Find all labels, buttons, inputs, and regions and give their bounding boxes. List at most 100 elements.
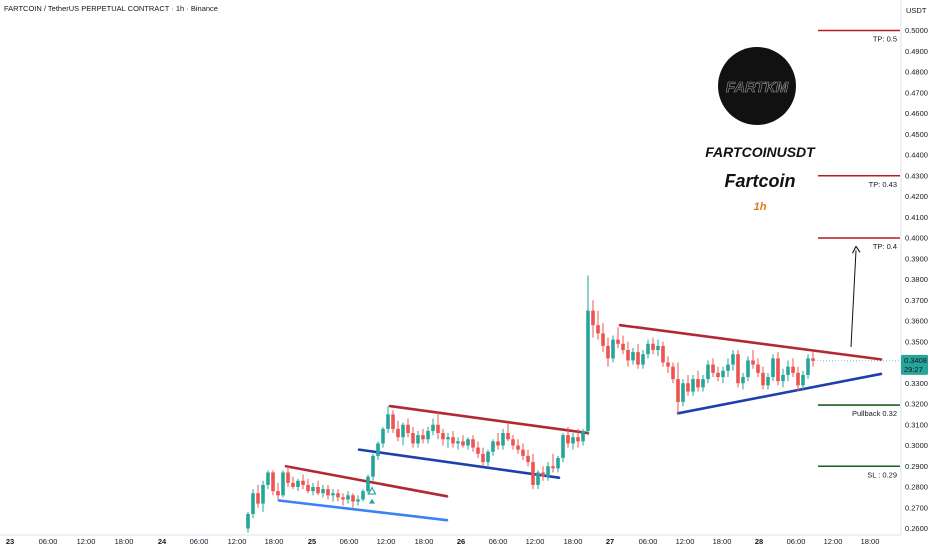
candle-body — [771, 358, 775, 378]
y-tick-label: 0.2700 — [905, 503, 928, 512]
y-tick-label: 0.2600 — [905, 524, 928, 533]
x-tick-label: 18:00 — [564, 537, 583, 546]
candle-body — [706, 364, 710, 380]
candle-body — [766, 377, 770, 386]
y-tick-label: 0.3800 — [905, 275, 928, 284]
candle-body — [601, 333, 605, 346]
trendline-support-3[interactable] — [676, 372, 883, 415]
candle-body — [541, 472, 545, 477]
symbol-label: FARTCOINUSDT — [705, 144, 815, 160]
candle-body — [456, 441, 460, 444]
signal-marker-triangle — [367, 486, 377, 495]
candle-body — [671, 366, 675, 380]
candle-body — [571, 437, 575, 444]
candle-body — [576, 437, 580, 442]
candle-body — [436, 424, 440, 434]
x-tick-label: 12:00 — [676, 537, 695, 546]
last-price-value: 0.3408 — [904, 356, 927, 365]
last-price-badge — [901, 354, 928, 375]
x-tick-label: 06:00 — [39, 537, 58, 546]
y-tick-label: 0.4200 — [905, 192, 928, 201]
candle-body — [631, 352, 635, 361]
candle-body — [711, 364, 715, 373]
candle-body — [651, 343, 655, 351]
y-tick-label: 0.3700 — [905, 296, 928, 305]
candle-body — [506, 433, 510, 440]
candle-body — [516, 445, 520, 450]
candle-body — [376, 443, 380, 456]
y-tick-label: 0.4300 — [905, 171, 928, 180]
x-tick-label: 12:00 — [377, 537, 396, 546]
y-tick-label: 0.3600 — [905, 317, 928, 326]
candle-body — [356, 499, 360, 502]
y-tick-label: 0.2800 — [905, 483, 928, 492]
level-label: TP: 0.43 — [869, 180, 897, 189]
trendline-support-2[interactable] — [357, 448, 561, 479]
currency-label: USDT — [906, 6, 927, 15]
candle-body — [281, 472, 285, 496]
candle-body — [531, 462, 535, 485]
trendline-resistance-3[interactable] — [618, 323, 883, 361]
breakout-arrow — [850, 250, 857, 347]
candle-body — [421, 435, 425, 440]
x-tick-label: 06:00 — [787, 537, 806, 546]
candle-body — [291, 482, 295, 487]
candle-body — [556, 457, 560, 469]
timeframe-label: 1h — [753, 201, 767, 213]
candle-body — [446, 437, 450, 440]
candle-body — [746, 360, 750, 378]
candle-body — [546, 466, 550, 477]
trendline-resistance-2[interactable] — [388, 404, 590, 435]
candle-body — [791, 366, 795, 373]
candle-body — [426, 430, 430, 440]
candle-body — [606, 345, 610, 359]
candle-body — [296, 480, 300, 487]
x-tick-label: 23 — [6, 537, 14, 546]
x-tick-label: 18:00 — [115, 537, 134, 546]
x-tick-label: 18:00 — [713, 537, 732, 546]
y-tick-label: 0.4900 — [905, 47, 928, 56]
candle-body — [796, 372, 800, 386]
candle-body — [611, 339, 615, 359]
candle-body — [661, 345, 665, 363]
coin-name-label: Fartcoin — [724, 171, 796, 191]
x-tick-label: 18:00 — [265, 537, 284, 546]
last-price-countdown: 29:27 — [904, 365, 923, 374]
level-label: TP: 0.4 — [873, 242, 897, 251]
candle-body — [701, 379, 705, 388]
candle-body — [801, 374, 805, 386]
candle-body — [581, 430, 585, 442]
candle-body — [491, 441, 495, 452]
candle-body — [261, 484, 265, 504]
y-tick-label: 0.2900 — [905, 462, 928, 471]
candle-body — [486, 451, 490, 463]
trendline-support-1[interactable] — [277, 499, 449, 522]
x-tick-label: 25 — [308, 537, 316, 546]
candle-body — [511, 439, 515, 446]
candle-body — [266, 472, 270, 485]
y-tick-label: 0.5000 — [905, 26, 928, 35]
candle-body — [501, 433, 505, 446]
candle-body — [361, 491, 365, 500]
candle-body — [751, 360, 755, 365]
candle-body — [756, 364, 760, 373]
candle-body — [636, 352, 640, 365]
candle-body — [316, 487, 320, 494]
candle-body — [551, 466, 555, 469]
breakout-arrow-head — [852, 245, 861, 254]
candle-body — [246, 513, 250, 529]
candle-body — [811, 358, 815, 361]
candle-body — [781, 374, 785, 382]
y-tick-label: 0.3500 — [905, 337, 928, 346]
candle-body — [411, 433, 415, 444]
logo-circle — [718, 47, 796, 125]
candle-body — [646, 343, 650, 355]
candle-body — [306, 484, 310, 492]
candle-body — [481, 453, 485, 463]
candle-body — [681, 383, 685, 402]
candle-body — [451, 437, 455, 444]
signal-marker-solid — [369, 498, 375, 504]
y-tick-label: 0.4800 — [905, 68, 928, 77]
x-tick-label: 06:00 — [340, 537, 359, 546]
